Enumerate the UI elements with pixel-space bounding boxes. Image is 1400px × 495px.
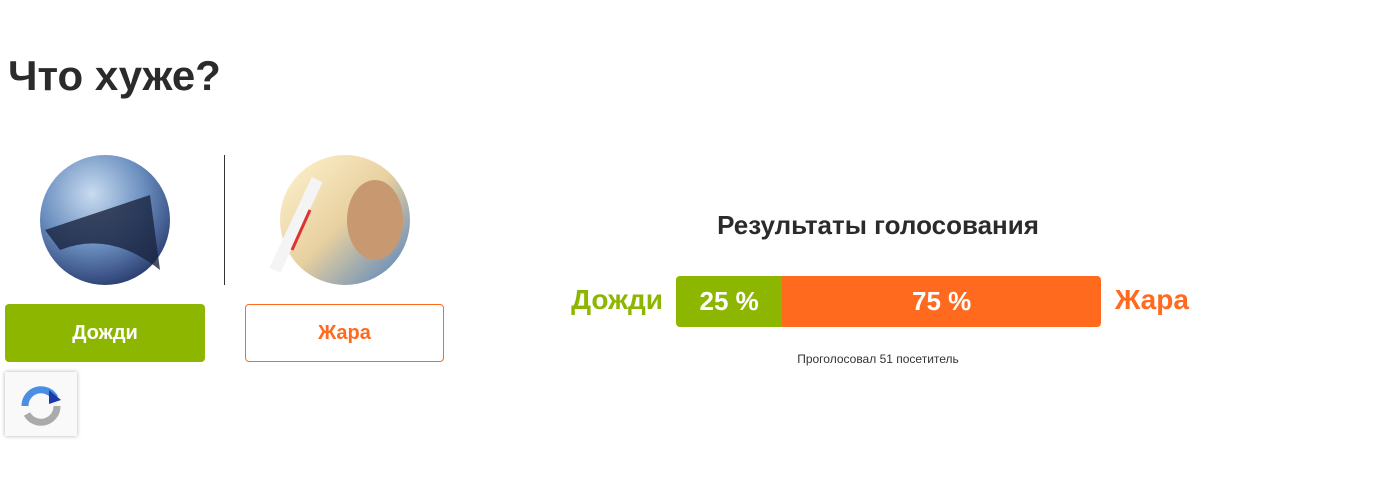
result-percent: 75 % (911, 286, 972, 316)
result-percent: 25 % (699, 286, 759, 316)
recaptcha-icon (21, 386, 61, 426)
recaptcha-badge[interactable] (5, 372, 77, 436)
result-label: Дожди (571, 284, 663, 315)
vote-button[interactable]: Жара (245, 304, 444, 362)
option-images (40, 155, 410, 285)
result-label: Жара (1115, 284, 1189, 315)
thermometer (269, 177, 323, 273)
vote-button[interactable]: Дожди (5, 304, 205, 362)
umbrella (45, 195, 160, 270)
mercury (290, 209, 312, 251)
results-title: Результаты голосования (717, 210, 1039, 240)
result-segment: 25 % (676, 276, 783, 327)
vote-count: Проголосовал 51 посетитель (797, 352, 959, 366)
result-bar: 25 % 75 % (676, 276, 1101, 327)
face (347, 180, 403, 260)
poll-title: Что хуже? (8, 52, 221, 99)
divider (224, 155, 225, 285)
result-segment: 75 % (782, 276, 1101, 327)
